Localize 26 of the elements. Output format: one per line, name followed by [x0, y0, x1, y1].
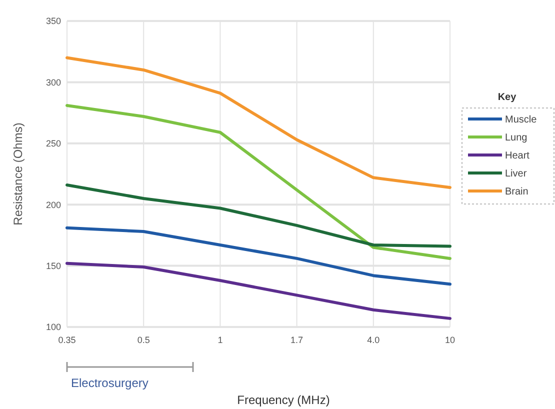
legend-title: Key [498, 92, 517, 103]
legend-label: Heart [505, 150, 530, 162]
x-tick-label: 1.7 [290, 335, 304, 345]
y-tick-label: 150 [46, 260, 61, 271]
line-series [66, 184, 452, 248]
x-tick-label: 0.35 [58, 335, 76, 345]
legend-label: Muscle [505, 114, 538, 126]
text: Electrosurgery [71, 376, 148, 390]
y-tick-label: 350 [46, 16, 61, 26]
x-tick-label: 1 [218, 335, 223, 345]
x-tick-label: 0.5 [137, 335, 150, 345]
y-tick-label: 250 [46, 138, 61, 149]
legend-label: Liver [505, 168, 528, 180]
legend-label: Brain [505, 186, 528, 198]
x-axis-title: Frequency (MHz) [237, 393, 330, 407]
x-tick-label: 4.0 [367, 335, 380, 345]
line-series [66, 56, 452, 189]
x-tick-label: 10 [444, 335, 456, 345]
y-tick-label: 100 [46, 322, 61, 332]
y-tick-label: 300 [46, 77, 61, 88]
y-axis-title: Resistance (Ohms) [11, 122, 25, 226]
line-series [66, 104, 452, 260]
line-series [66, 262, 452, 320]
legend-label: Lung [505, 132, 528, 144]
y-tick-label: 200 [46, 200, 61, 210]
line-series [66, 226, 452, 286]
